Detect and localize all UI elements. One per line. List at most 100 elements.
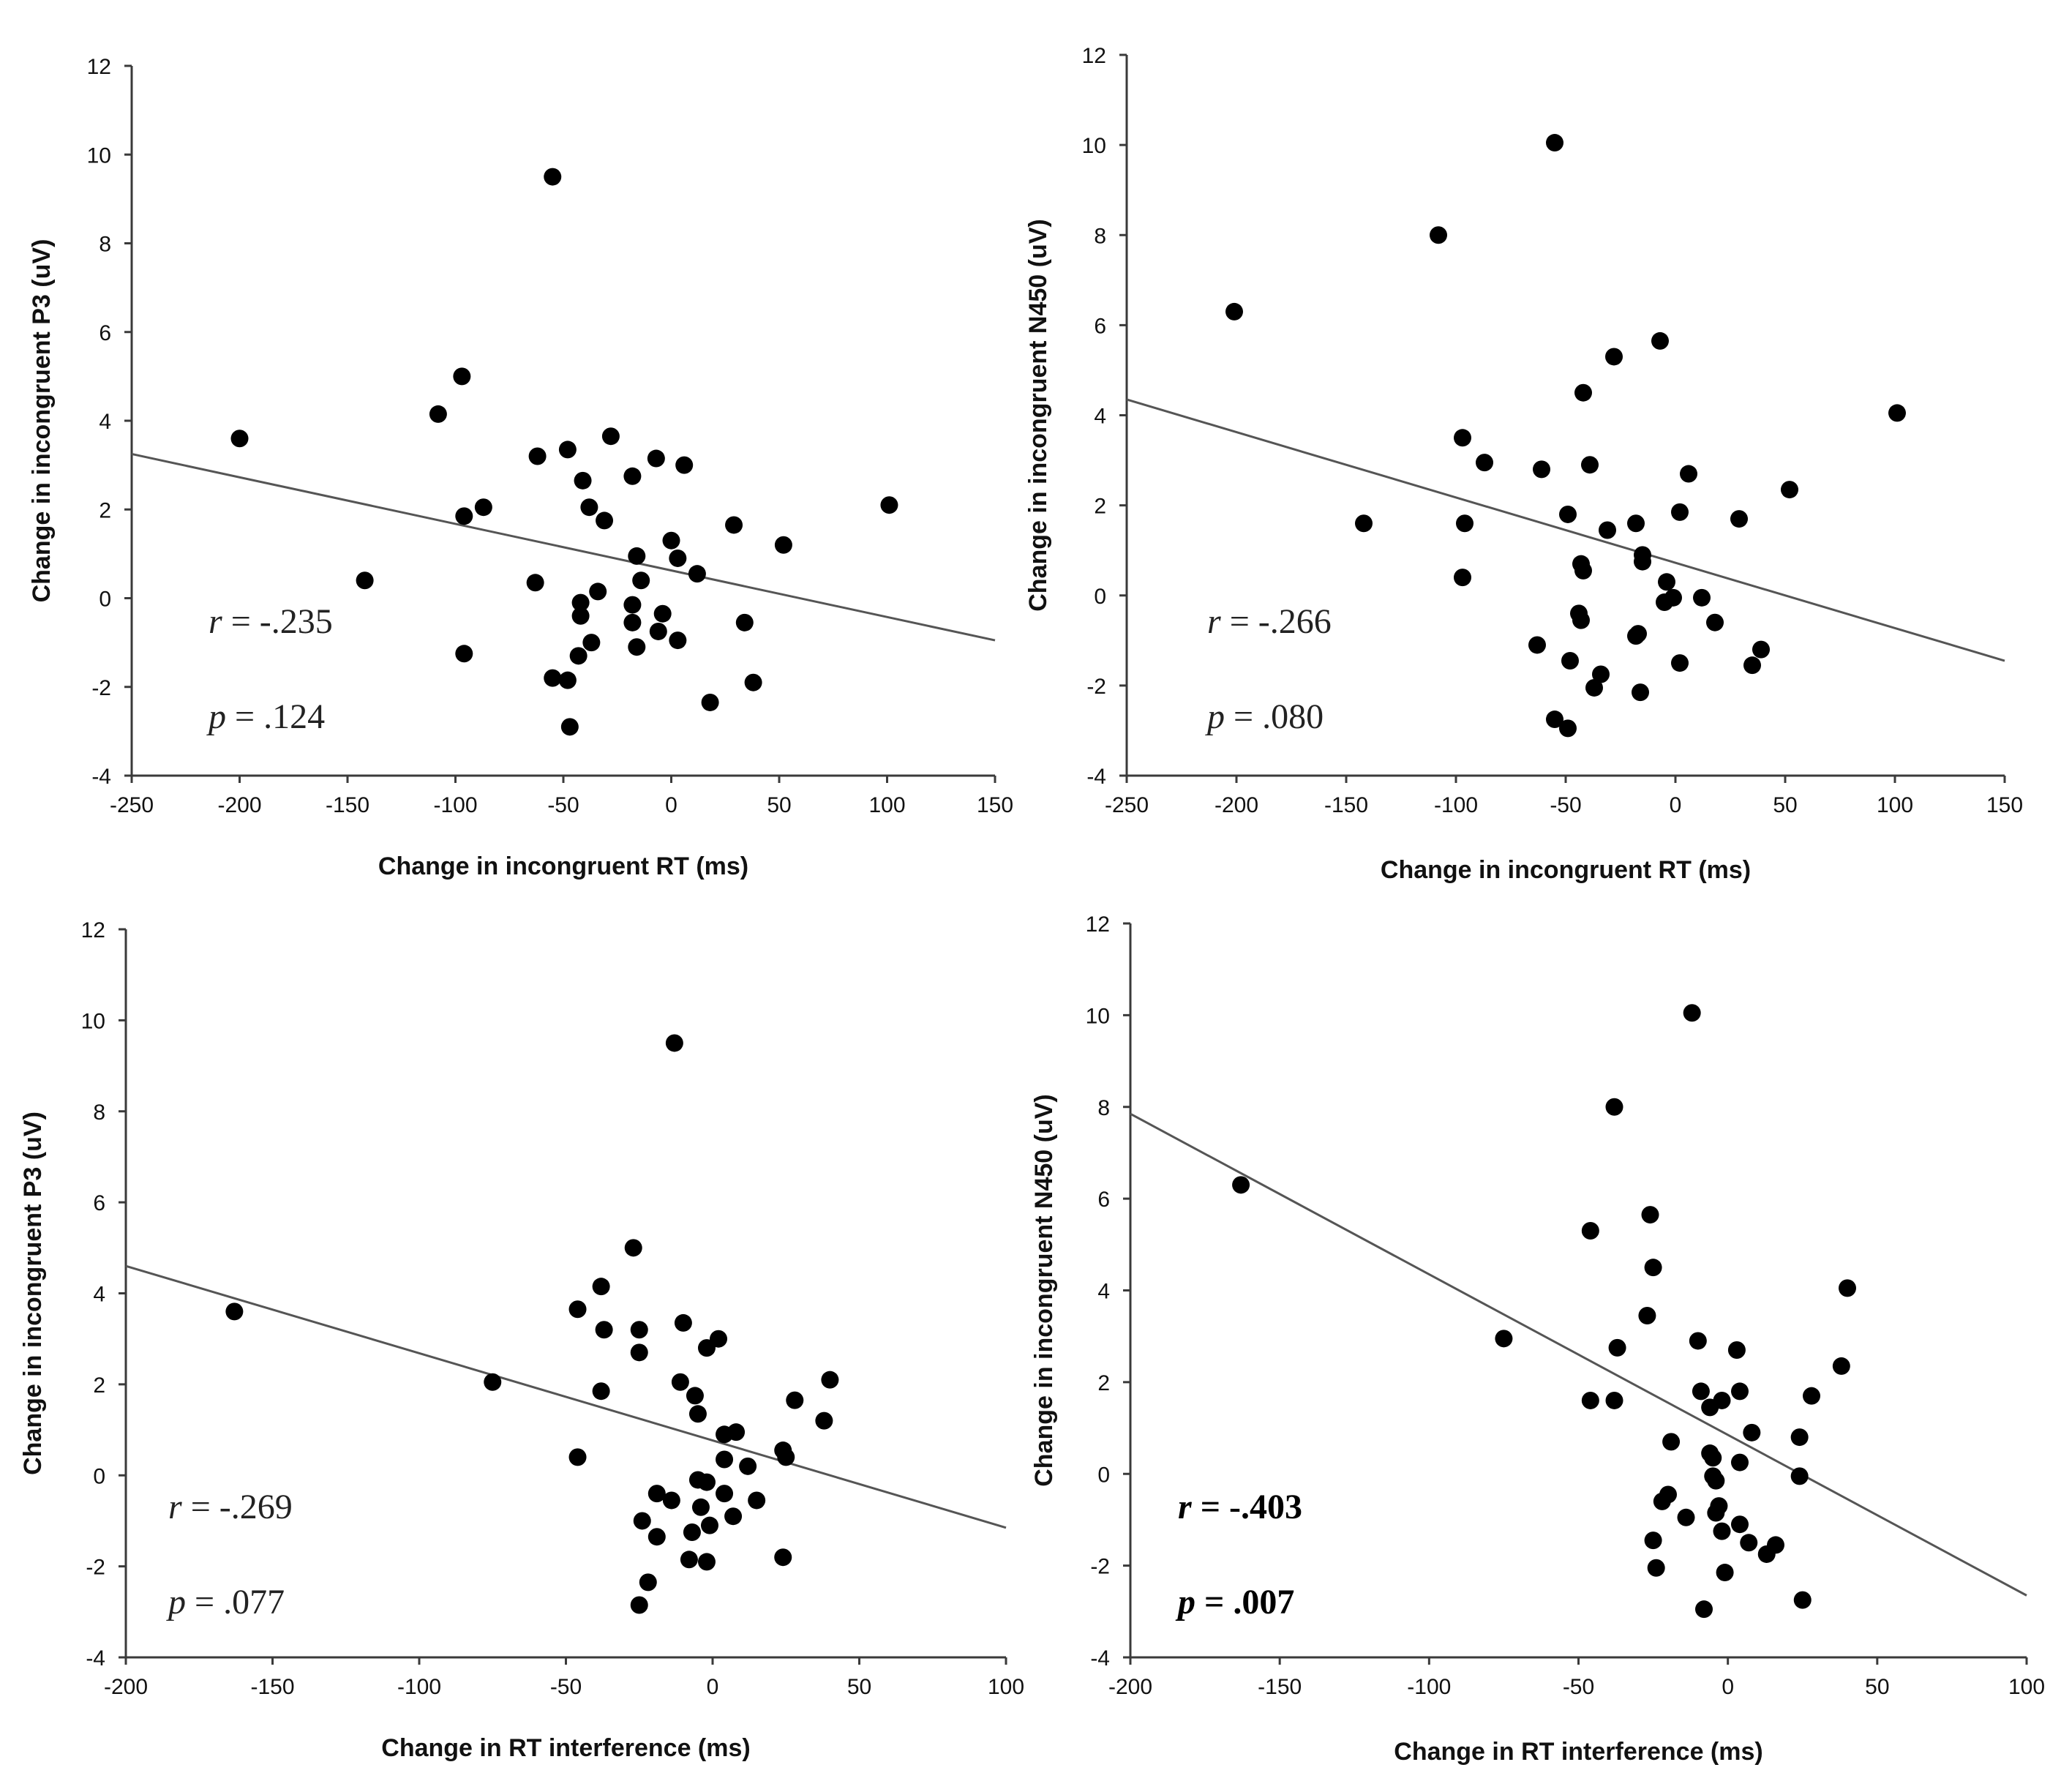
chart-bottom-right-data-point <box>1644 1259 1662 1277</box>
chart-top-right-y-tick-label: 8 <box>1094 224 1106 248</box>
chart-bottom-left-data-point <box>624 1239 642 1257</box>
chart-top-right-x-tick-label: -150 <box>1324 793 1368 817</box>
chart-top-left-data-point <box>544 669 562 687</box>
chart-bottom-left-regression-line <box>125 1264 1007 1529</box>
chart-top-right-x-tick-label: -50 <box>1550 793 1581 817</box>
chart-bottom-left-p-annotation: p = .077 <box>166 1583 285 1622</box>
chart-top-left-y-tick-label: 2 <box>99 498 111 522</box>
chart-top-right-data-point <box>1658 573 1675 591</box>
chart-top-left-y-tick-label: 6 <box>99 321 111 345</box>
chart-bottom-left-data-point <box>815 1412 833 1430</box>
chart-top-right-data-point <box>1225 302 1243 320</box>
chart-bottom-right-data-point <box>1662 1433 1681 1451</box>
chart-bottom-left-data-point <box>716 1485 734 1503</box>
chart-bottom-left-data-point <box>710 1330 728 1348</box>
chart-bottom-right-data-point <box>1793 1591 1812 1609</box>
chart-bottom-left: -4 -2 0 2 4 6 8 10 12 -200 -150 -100 -50 0 50 100 Change… <box>19 918 1024 1762</box>
chart-bottom-right-r-annotation: r = -.403 <box>1178 1488 1302 1526</box>
chart-bottom-left-y-tick-label: 4 <box>93 1283 105 1307</box>
chart-top-left-y-axis-title: Change in incongruent P3 (uV) <box>28 239 56 603</box>
chart-top-right-y-tick-label: 2 <box>1094 495 1106 519</box>
chart-top-left-data-point <box>571 607 590 625</box>
chart-bottom-left-p-label: p <box>166 1583 186 1622</box>
chart-top-right-data-point <box>1528 636 1546 654</box>
chart-top-left-data-point <box>662 531 680 550</box>
chart-bottom-left-x-axis-title: Change in RT interference (ms) <box>381 1734 750 1762</box>
chart-top-right-y-tick-label: 10 <box>1082 134 1106 158</box>
chart-bottom-left-r-label: r <box>168 1488 182 1526</box>
chart-top-left-data-point <box>623 596 642 614</box>
chart-top-left-x-tick-label: -150 <box>326 793 369 817</box>
chart-top-left-x-tick-label: -250 <box>110 793 154 817</box>
chart-top-right-data-point <box>1671 503 1689 521</box>
chart-bottom-right-y-tick-label: 12 <box>1086 912 1110 937</box>
chart-top-left-y-tick-label: -4 <box>91 765 111 789</box>
chart-top-right-data-point <box>1781 481 1798 499</box>
chart-top-left-x-tick-label: 100 <box>868 793 905 817</box>
chart-top-left-y-tick-label: 4 <box>99 410 111 434</box>
chart-bottom-right-data-point <box>1704 1449 1722 1467</box>
chart-bottom-left-data-point <box>662 1491 680 1510</box>
chart-top-right-data-point <box>1706 613 1724 631</box>
chart-top-left-data-point <box>688 565 706 583</box>
chart-bottom-left-y-axis-title: Change in incongruent P3 (uV) <box>19 1111 47 1475</box>
chart-top-left-data-point <box>628 547 646 565</box>
chart-bottom-left-data-point <box>748 1491 766 1510</box>
chart-top-right-data-point <box>1574 561 1592 580</box>
chart-bottom-left-data-point <box>821 1371 839 1389</box>
chart-bottom-right-data-point <box>1605 1391 1623 1409</box>
chart-bottom-right-y-tick-label: 6 <box>1097 1188 1110 1212</box>
chart-top-right-y-tick-label: -4 <box>1086 765 1106 789</box>
chart-top-right-y-tick-label: 6 <box>1094 314 1106 338</box>
chart-top-right-data-point <box>1592 665 1610 683</box>
chart-top-left-data-point <box>744 673 762 691</box>
chart-bottom-left-data-point <box>739 1457 757 1475</box>
chart-bottom-left-data-point <box>683 1523 701 1541</box>
chart-top-left-y-tick-label: 8 <box>99 233 111 257</box>
chart-bottom-left-data-point <box>774 1548 792 1567</box>
chart-top-right-y-tick-label: 12 <box>1082 44 1106 68</box>
chart-top-right-data-point <box>1454 569 1471 587</box>
chart-top-right-x-tick-label: -100 <box>1434 793 1478 817</box>
chart-bottom-left-data-point <box>484 1373 502 1391</box>
chart-bottom-left-x-tick-label: 0 <box>707 1675 719 1699</box>
chart-bottom-left-y-tick-label: 12 <box>81 918 105 942</box>
chart-bottom-right-data-point <box>1713 1391 1731 1409</box>
chart-top-left-data-point <box>574 471 592 490</box>
chart-bottom-left-data-point <box>647 1485 666 1503</box>
chart-bottom-right-x-tick-label: 50 <box>1865 1675 1889 1699</box>
chart-bottom-left-data-point <box>665 1034 683 1052</box>
chart-top-right-x-tick-label: 150 <box>1986 793 2023 817</box>
chart-top-right-x-tick-label: 50 <box>1773 793 1797 817</box>
chart-top-right-data-point <box>1651 331 1669 350</box>
chart-bottom-left-data-point <box>630 1596 648 1614</box>
chart-bottom-right-x-tick-label: -50 <box>1563 1675 1594 1699</box>
chart-bottom-right: -4 -2 0 2 4 6 8 10 12 -200 -150 -100 -50 0 50 100 Change… <box>1030 912 2045 1766</box>
chart-bottom-left-data-point <box>630 1321 648 1339</box>
chart-top-left-data-point <box>880 496 898 514</box>
chart-bottom-left-data-point <box>568 1300 587 1319</box>
chart-bottom-right-x-tick-label: -200 <box>1108 1675 1152 1699</box>
chart-bottom-left-data-point <box>639 1573 657 1592</box>
chart-bottom-right-y-tick-label: -2 <box>1090 1555 1110 1579</box>
chart-top-right-data-point <box>1476 454 1493 472</box>
chart-top-right-data-point <box>1355 514 1373 533</box>
chart-top-right-x-tick-label: -200 <box>1215 793 1258 817</box>
chart-bottom-left-data-point <box>592 1278 610 1296</box>
chart-bottom-right-data-point <box>1740 1534 1758 1552</box>
chart-top-left-data-point <box>774 536 792 554</box>
chart-top-left-data-point <box>526 574 544 592</box>
chart-top-right-x-tick-label: 0 <box>1670 793 1682 817</box>
chart-top-right-x-axis-title: Change in incongruent RT (ms) <box>1381 856 1751 884</box>
chart-top-left: -4 -2 0 2 4 6 8 10 12 -250 -200 -150 -100 -50 0 50 100 15… <box>28 55 1013 880</box>
chart-bottom-right-data-point <box>1716 1564 1734 1582</box>
chart-bottom-left-r-annotation: r = -.269 <box>168 1488 293 1526</box>
chart-top-right-data-point <box>1730 510 1748 528</box>
chart-bottom-left-y-tick-label: 2 <box>93 1373 105 1398</box>
chart-bottom-right-y-tick-label: 2 <box>1097 1371 1110 1395</box>
chart-bottom-left-data-point <box>671 1373 689 1391</box>
chart-top-left-data-point <box>623 613 642 631</box>
chart-top-right-data-point <box>1456 514 1474 533</box>
chart-bottom-left-data-point <box>777 1448 795 1466</box>
chart-bottom-right-data-point <box>1790 1428 1809 1447</box>
